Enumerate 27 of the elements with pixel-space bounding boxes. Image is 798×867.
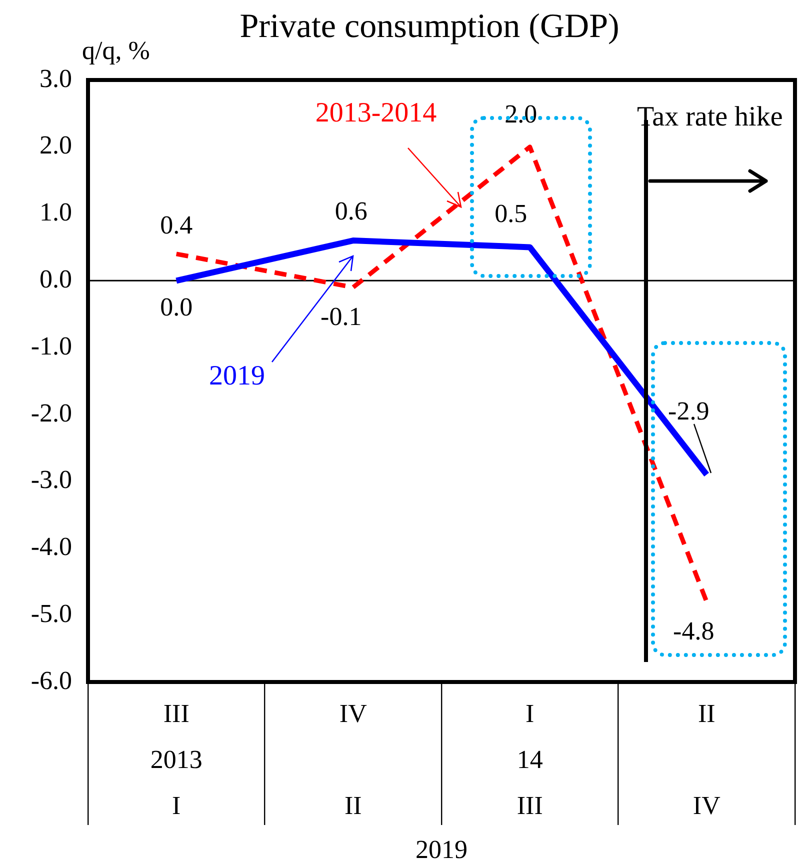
data-label: -2.9 [668,396,710,426]
data-label: 0.4 [160,210,193,240]
y-tick-label: 3.0 [40,64,72,93]
x-axis-title: 2019 [416,835,468,864]
text: 2013-2014 [315,97,437,128]
x-tick-label: I 14 III [516,698,543,820]
y-tick-label: -3.0 [30,465,72,494]
text: 2019 [209,360,265,392]
x-tick-label: III 2013 I [150,698,202,820]
y-tick-label: 2.0 [40,130,72,160]
y-tick-label: -5.0 [30,598,72,628]
data-label: 0.5 [494,199,528,228]
data-label: 0.0 [160,292,193,322]
data-label: -0.1 [320,302,362,332]
y-tick-label: -4.0 [30,532,72,562]
y-tick-label: -6.0 [30,666,72,695]
data-label: 0.6 [334,196,368,226]
data-label: -4.8 [673,616,714,646]
y-tick-label: -2.0 [30,398,72,428]
category-label: IV II [339,698,367,820]
data-label: 2.0 [504,100,538,129]
y-tick-label: 0.0 [40,264,72,294]
category-label: II IV [692,698,720,820]
chart-title: Private consumption (GDP) [240,8,620,45]
y-tick-label: 1.0 [40,198,72,227]
y-tick-label: -1.0 [30,331,72,360]
y-axis-title: q/q, % [82,36,150,65]
